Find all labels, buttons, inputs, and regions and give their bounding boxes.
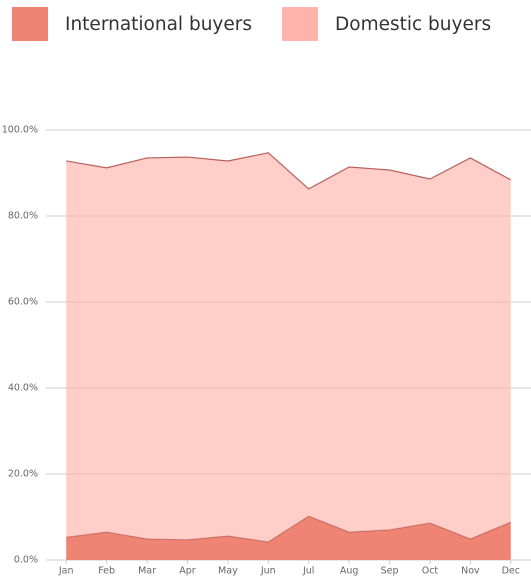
legend-label: Domestic buyers <box>335 14 491 35</box>
x-tick-label: Dec <box>502 566 520 577</box>
x-tick-label: Mar <box>138 566 156 577</box>
y-tick-label: 0.0% <box>14 555 38 566</box>
legend-swatch <box>282 7 318 41</box>
legend-swatch <box>12 7 48 41</box>
y-tick-label: 40.0% <box>8 383 38 394</box>
y-tick-label: 60.0% <box>8 297 38 308</box>
x-tick-label: Jun <box>260 566 276 577</box>
x-tick-label: Apr <box>179 566 196 577</box>
area <box>66 152 511 542</box>
x-tick-label: May <box>218 566 238 577</box>
y-tick-label: 20.0% <box>8 469 38 480</box>
x-tick-label: Nov <box>461 566 480 577</box>
y-tick-label: 80.0% <box>8 211 38 222</box>
area <box>66 516 511 560</box>
area-line <box>66 152 512 190</box>
x-tick-label: Jul <box>302 566 314 577</box>
y-tick-label: 100.0% <box>2 125 38 136</box>
x-tick-label: Sep <box>381 566 399 577</box>
x-tick-label: Aug <box>340 566 359 577</box>
x-tick-label: Feb <box>98 566 115 577</box>
legend-label: International buyers <box>65 14 252 35</box>
x-tick-label: Oct <box>422 566 439 577</box>
x-tick-label: Jan <box>58 566 74 577</box>
